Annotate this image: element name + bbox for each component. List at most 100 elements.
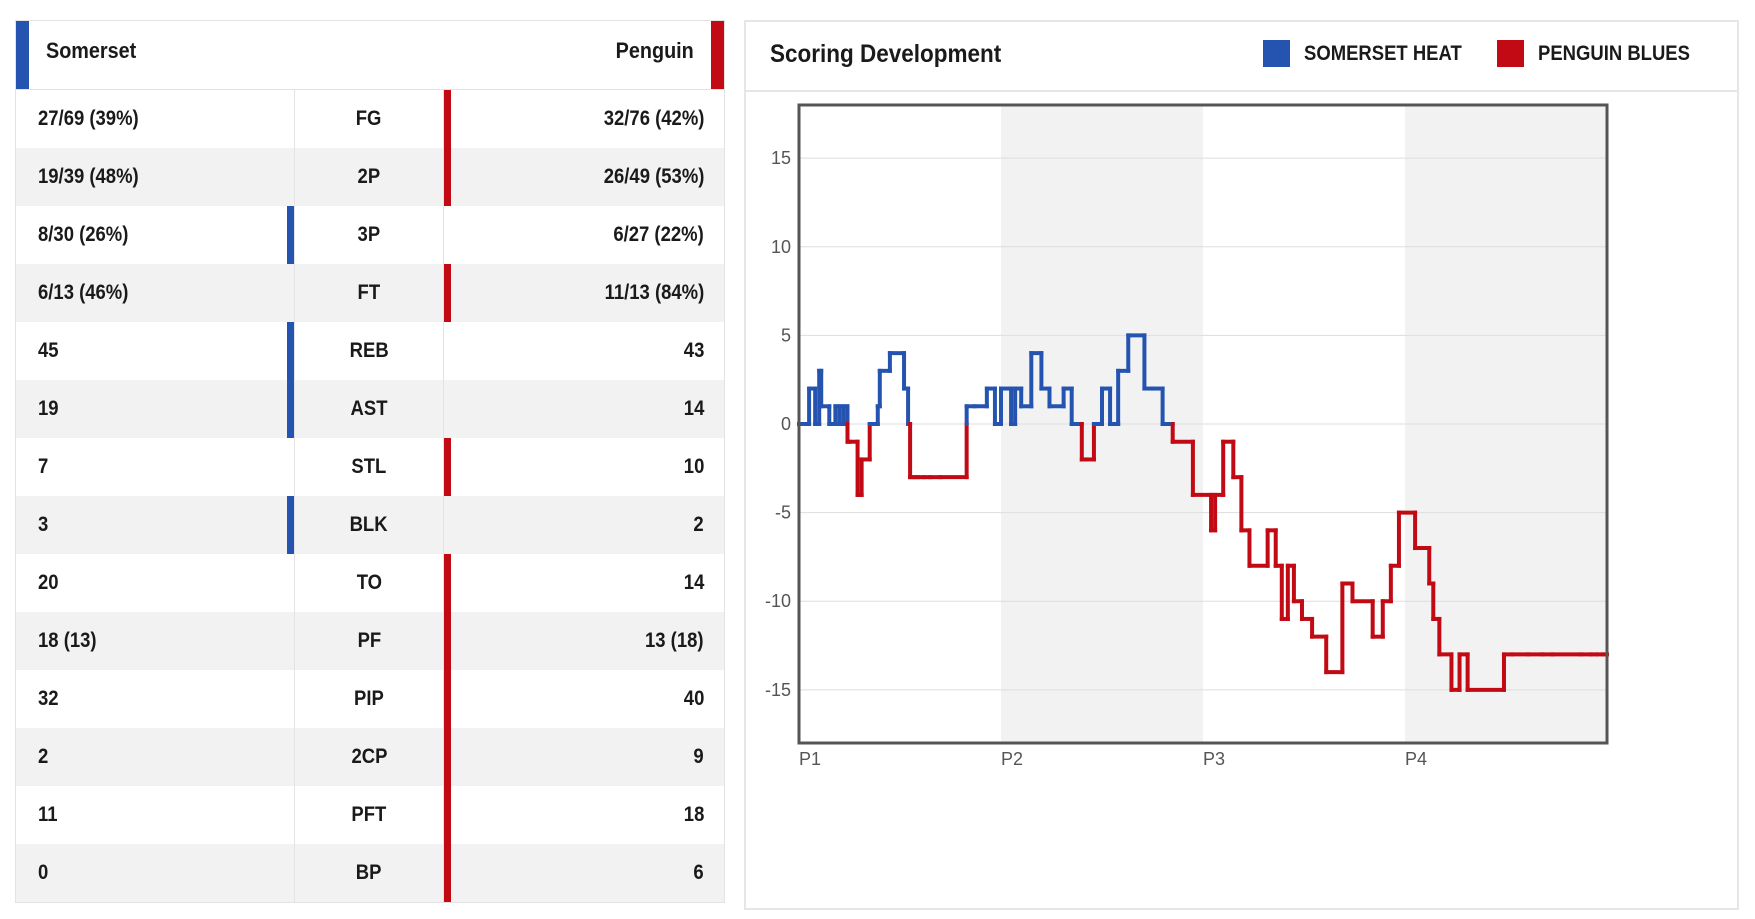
stat-label-text: 3P xyxy=(357,223,381,246)
legend-label-home: SOMERSET HEAT xyxy=(1304,41,1462,65)
stat-row-2p: 19/39 (48%) 2P 26/49 (53%) xyxy=(16,148,724,206)
away-stat-text: 13 (18) xyxy=(645,629,704,652)
stat-label-text: BP xyxy=(356,861,382,884)
home-team-color-bar xyxy=(16,21,29,89)
stat-label-text: 2P xyxy=(357,165,381,188)
away-stat-value: 10 xyxy=(444,438,724,496)
stat-row-ft: 6/13 (46%) FT 11/13 (84%) xyxy=(16,264,724,322)
y-tick-label: 0 xyxy=(781,414,791,434)
away-stat-text: 2 xyxy=(693,513,704,536)
stats-header: Somerset Penguin xyxy=(15,20,725,89)
home-stat-value: 27/69 (39%) xyxy=(16,90,294,148)
chart-panel-header: Scoring Development SOMERSET HEAT PENGUI… xyxy=(746,22,1737,92)
stat-row-bp: 0 BP 6 xyxy=(16,844,724,902)
home-stat-text: 19/39 (48%) xyxy=(38,165,139,188)
stat-label: FG xyxy=(294,90,444,148)
home-stat-text: 0 xyxy=(38,861,49,884)
away-stat-text: 9 xyxy=(693,745,704,768)
away-stat-text: 6/27 (22%) xyxy=(613,223,704,246)
home-stat-value: 18 (13) xyxy=(16,612,294,670)
away-leader-indicator xyxy=(444,612,451,670)
home-stat-value: 0 xyxy=(16,844,294,902)
team-stats-table: Somerset Penguin 27/69 (39%) FG 32/76 (42%… xyxy=(15,20,725,903)
stat-row-ast: 19 AST 14 xyxy=(16,380,724,438)
away-leader-indicator xyxy=(444,554,451,612)
stat-row-blk: 3 BLK 2 xyxy=(16,496,724,554)
x-tick-label: P4 xyxy=(1405,749,1427,769)
away-stat-text: 6 xyxy=(693,861,704,884)
home-stat-value: 7 xyxy=(16,438,294,496)
home-stat-value: 19 xyxy=(16,380,294,438)
away-stat-value: 6/27 (22%) xyxy=(444,206,724,264)
stat-label: TO xyxy=(294,554,444,612)
chart-legend: SOMERSET HEAT PENGUIN BLUES xyxy=(1249,40,1711,67)
away-stat-value: 9 xyxy=(444,728,724,786)
away-stat-text: 11/13 (84%) xyxy=(604,281,704,304)
away-stat-value: 14 xyxy=(444,554,724,612)
home-stat-text: 18 (13) xyxy=(38,629,97,652)
home-stat-value: 6/13 (46%) xyxy=(16,264,294,322)
away-leader-indicator xyxy=(444,438,451,496)
stat-label: 2CP xyxy=(294,728,444,786)
y-tick-label: -5 xyxy=(775,503,791,523)
legend-swatch-away xyxy=(1497,40,1525,67)
away-stat-text: 14 xyxy=(683,571,704,594)
away-leader-indicator xyxy=(444,90,451,148)
away-leader-indicator xyxy=(444,264,451,322)
stat-row-3p: 8/30 (26%) 3P 6/27 (22%) xyxy=(16,206,724,264)
home-team-name: Somerset xyxy=(46,38,137,63)
y-tick-label: 10 xyxy=(771,237,791,257)
y-tick-label: -10 xyxy=(765,591,791,611)
home-stat-value: 11 xyxy=(16,786,294,844)
stat-label: 3P xyxy=(294,206,444,264)
stats-rows: 27/69 (39%) FG 32/76 (42%) 19/39 (48%) 2P 26/… xyxy=(15,89,725,903)
away-leader-indicator xyxy=(444,148,451,206)
stat-row-2cp: 2 2CP 9 xyxy=(16,728,724,786)
y-tick-label: -15 xyxy=(765,680,791,700)
stat-row-reb: 45 REB 43 xyxy=(16,322,724,380)
stat-label: PIP xyxy=(294,670,444,728)
x-tick-label: P1 xyxy=(799,749,821,769)
home-stat-text: 8/30 (26%) xyxy=(38,223,129,246)
legend-item-home: SOMERSET HEAT xyxy=(1263,40,1483,67)
away-stat-value: 26/49 (53%) xyxy=(444,148,724,206)
y-tick-label: 5 xyxy=(781,325,791,345)
stat-label-text: REB xyxy=(349,339,389,362)
home-stat-text: 19 xyxy=(38,397,59,420)
stat-label: 2P xyxy=(294,148,444,206)
legend-swatch-home xyxy=(1263,40,1291,67)
scoring-development-panel: Scoring Development SOMERSET HEAT PENGUI… xyxy=(744,20,1739,910)
legend-item-away: PENGUIN BLUES xyxy=(1497,40,1711,67)
away-stat-text: 18 xyxy=(683,803,704,826)
home-stat-text: 7 xyxy=(38,455,49,478)
x-tick-label: P3 xyxy=(1203,749,1225,769)
away-stat-value: 43 xyxy=(444,322,724,380)
home-stat-text: 11 xyxy=(38,803,58,826)
away-leader-indicator xyxy=(444,786,451,844)
stat-label-text: PF xyxy=(357,629,381,652)
home-stat-text: 32 xyxy=(38,687,59,710)
away-stat-value: 13 (18) xyxy=(444,612,724,670)
plot-frame xyxy=(797,103,1609,745)
stat-row-fg: 27/69 (39%) FG 32/76 (42%) xyxy=(16,90,724,148)
away-leader-indicator xyxy=(444,670,451,728)
stat-label: PFT xyxy=(294,786,444,844)
stat-label: FT xyxy=(294,264,444,322)
home-stat-text: 27/69 (39%) xyxy=(38,107,139,130)
home-stat-value: 19/39 (48%) xyxy=(16,148,294,206)
home-leader-indicator xyxy=(287,496,294,554)
home-stat-text: 45 xyxy=(38,339,59,362)
away-stat-text: 32/76 (42%) xyxy=(603,107,704,130)
stat-label: PF xyxy=(294,612,444,670)
home-leader-indicator xyxy=(287,206,294,264)
away-stat-value: 6 xyxy=(444,844,724,902)
away-stat-text: 14 xyxy=(683,397,704,420)
home-stat-text: 20 xyxy=(38,571,59,594)
stat-row-pf: 18 (13) PF 13 (18) xyxy=(16,612,724,670)
chart-title: Scoring Development xyxy=(770,40,1002,68)
stat-label-text: PFT xyxy=(351,803,387,826)
home-stat-text: 6/13 (46%) xyxy=(38,281,129,304)
x-tick-label: P2 xyxy=(1001,749,1023,769)
away-leader-indicator xyxy=(444,844,451,902)
away-team-color-bar xyxy=(711,21,724,89)
